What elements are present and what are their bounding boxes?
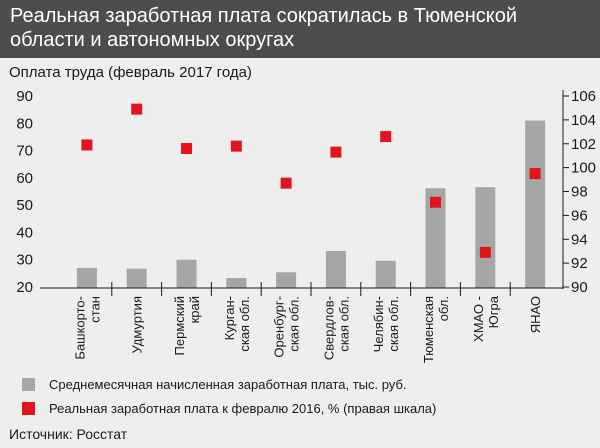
- x-category-label: стан: [87, 296, 102, 323]
- x-category-label: Оренбург-: [272, 296, 287, 358]
- x-category-label: Свердлов-: [321, 296, 336, 360]
- y-left-tick-label: 50: [16, 197, 33, 214]
- bar: [126, 268, 147, 288]
- y-left-tick-label: 80: [16, 115, 33, 132]
- bar: [325, 250, 346, 288]
- marker-point: [81, 139, 93, 151]
- chart-subtitle: Оплата труда (февраль 2017 года): [9, 64, 252, 81]
- source-note: Источник: Росстат: [9, 426, 128, 442]
- marker-point: [529, 168, 541, 180]
- legend-label-bars: Среднемесячная начисленная заработная пл…: [49, 376, 407, 392]
- y-right-tick-label: 90: [571, 279, 588, 296]
- y-left-tick-label: 20: [16, 279, 33, 296]
- x-category-label: край: [187, 296, 202, 323]
- marker-point: [181, 143, 192, 155]
- y-left-tick-label: 90: [16, 88, 33, 105]
- x-category-label: обл.: [436, 296, 451, 321]
- legend-item-markers: Реальная заработная плата к февралю 2016…: [22, 400, 436, 416]
- x-category-label: ская обл.: [237, 296, 252, 352]
- bar: [76, 267, 97, 288]
- bar: [525, 120, 546, 288]
- y-right-tick-label: 106: [571, 88, 596, 105]
- marker-point: [430, 196, 441, 208]
- x-category-label: ская обл.: [386, 296, 401, 352]
- bar: [475, 187, 496, 288]
- x-category-label: Югра: [486, 295, 501, 328]
- y-right-tick-label: 94: [571, 231, 588, 248]
- bar: [226, 277, 247, 288]
- y-right-tick-label: 100: [571, 160, 596, 177]
- bar: [176, 259, 197, 288]
- marker-point: [230, 140, 242, 152]
- y-left-tick-label: 40: [16, 224, 33, 241]
- x-category-label: Тюменская: [421, 296, 436, 363]
- marker-point: [131, 103, 143, 115]
- x-category-label: Курган-: [222, 296, 237, 340]
- title-bar: Реальная заработная плата сократилась в …: [0, 0, 600, 58]
- marker-point: [280, 177, 292, 189]
- x-category-label: Удмуртия: [130, 296, 145, 353]
- x-category-label: ЯНАО: [528, 296, 543, 333]
- legend-item-bars: Среднемесячная начисленная заработная пл…: [22, 376, 407, 392]
- legend-swatch-red: [22, 401, 35, 415]
- legend-label-markers: Реальная заработная плата к февралю 2016…: [49, 400, 437, 416]
- y-right-tick-label: 92: [571, 255, 588, 272]
- bar: [276, 272, 297, 288]
- y-left-tick-label: 70: [16, 143, 33, 160]
- x-category-label: Челябин-: [371, 296, 386, 352]
- x-category-label: Пермский: [172, 296, 187, 355]
- x-category-label: ская обл.: [287, 296, 302, 352]
- x-category-label: ХМАО -: [471, 296, 486, 342]
- x-category-label: ская обл.: [336, 296, 351, 352]
- marker-point: [330, 146, 342, 158]
- marker-point: [380, 131, 392, 143]
- y-right-tick-label: 102: [571, 136, 596, 153]
- chart-title: Реальная заработная плата сократилась в …: [10, 5, 518, 51]
- bar: [425, 188, 446, 288]
- y-right-tick-label: 98: [571, 184, 588, 201]
- y-right-tick-label: 104: [571, 112, 596, 129]
- bar: [375, 260, 396, 288]
- marker-point: [479, 246, 491, 258]
- legend-swatch-gray: [22, 377, 35, 391]
- y-right-tick-label: 96: [571, 207, 588, 224]
- x-category-label: Башкорто-: [72, 296, 87, 360]
- y-left-tick-label: 30: [16, 252, 33, 269]
- y-left-tick-label: 60: [16, 170, 33, 187]
